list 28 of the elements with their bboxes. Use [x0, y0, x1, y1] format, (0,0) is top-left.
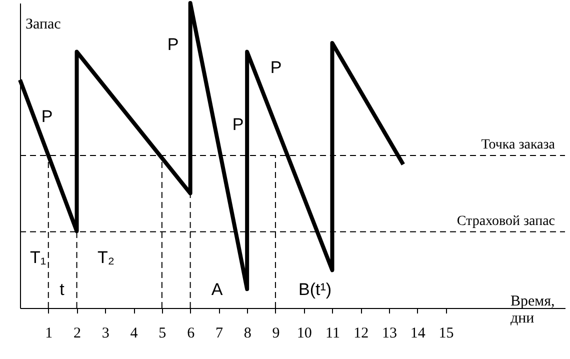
x-tick-label: 15	[438, 326, 454, 342]
x-tick-label: 10	[296, 326, 312, 342]
annotation: t	[60, 280, 65, 299]
x-tick-label: 13	[382, 326, 398, 342]
ref-line-label: Точка заказа	[481, 138, 556, 152]
x-tick-label: 8	[244, 326, 252, 342]
annotation: P	[41, 107, 53, 126]
x-tick-label: 2	[74, 326, 82, 342]
ref-line-label: Страховой запас	[456, 214, 555, 229]
x-tick-label: 12	[354, 326, 369, 342]
annotation: T₂	[98, 248, 114, 267]
annotation: B(t¹)	[298, 280, 332, 299]
x-tick-label: 1	[45, 326, 53, 342]
x-tick-label: 9	[272, 326, 280, 342]
x-tick-label: 14	[410, 326, 426, 342]
x-tick-label: 4	[130, 326, 138, 342]
x-axis-title: Время, дни	[510, 294, 555, 326]
annotation: P	[270, 58, 282, 77]
x-tick-label: 7	[215, 326, 224, 342]
x-tick-label: 6	[187, 326, 196, 342]
annotation: T₁	[30, 248, 46, 267]
annotation: A	[211, 280, 224, 299]
x-tick-label: 3	[102, 326, 110, 342]
annotation: P	[232, 115, 244, 134]
y-axis-title: Запас	[26, 16, 62, 32]
x-tick-label: 5	[158, 326, 166, 342]
annotation: P	[167, 35, 179, 54]
x-tick-label: 11	[326, 326, 340, 342]
